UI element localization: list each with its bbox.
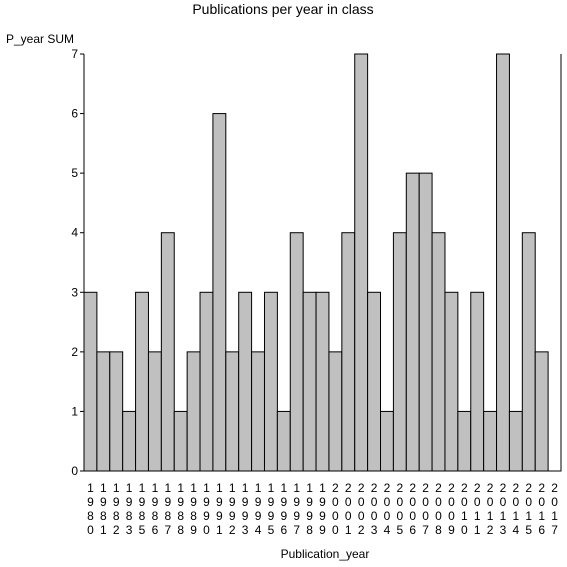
y-tick-label: 3 [71, 285, 78, 299]
bar-1981 [96, 351, 111, 472]
bar-2014 [508, 410, 523, 472]
y-tick-label: 1 [71, 404, 78, 418]
bar-1993 [238, 291, 253, 472]
bar-1990 [199, 291, 214, 472]
bar-1987 [160, 232, 175, 472]
y-axis: 0 1 2 3 4 5 6 7 [71, 47, 84, 478]
bar-1980 [83, 291, 98, 472]
y-tick-label: 5 [71, 166, 78, 180]
bar-2011 [470, 291, 485, 472]
bar-1999 [315, 291, 330, 472]
bar-2003 [367, 291, 382, 472]
bar-1998 [302, 291, 317, 472]
y-axis-title: P_year SUM [6, 32, 74, 46]
bar-2007 [418, 172, 433, 472]
bar-1985 [135, 291, 149, 472]
bar-2004 [380, 410, 394, 472]
bar-2006 [405, 172, 420, 472]
bar-1982 [109, 351, 124, 472]
chart-title: Publications per year in class [192, 1, 373, 17]
bar-1989 [186, 351, 201, 472]
y-tick-label: 4 [71, 226, 78, 240]
bar-2015 [521, 232, 536, 472]
bar-1995 [263, 291, 278, 472]
bar-1997 [289, 232, 304, 472]
plot-frame [83, 54, 562, 472]
bar-1983 [122, 410, 137, 472]
bar-1994 [251, 351, 265, 472]
bar-2012 [483, 410, 498, 472]
y-tick-label: 0 [71, 464, 78, 478]
bar-2002 [354, 53, 369, 472]
bar-2005 [392, 232, 407, 472]
bar-2008 [431, 232, 446, 472]
x-axis-tick-labels: 1 9 8 0 1 9 8 1 1 9 8 2 1 9 8 3 1 9 8 5 1 9 8 6 1 9 8 7 1 9 8 8 1 9 8 9 1 9 9 0… [87, 481, 558, 537]
bar-2013 [496, 53, 510, 472]
bar-2010 [457, 410, 472, 472]
y-tick-label: 2 [71, 345, 78, 359]
bar-1986 [147, 351, 162, 472]
bar-1991 [212, 113, 227, 472]
bar-1996 [276, 410, 291, 472]
bar-2009 [444, 291, 459, 472]
bar-2000 [328, 351, 343, 472]
bar-1988 [173, 410, 188, 472]
bar-2001 [341, 232, 356, 472]
bars-group [83, 53, 549, 472]
x-axis-title: Publication_year [281, 547, 370, 561]
y-tick-label: 7 [71, 47, 78, 61]
bar-2016 [534, 351, 549, 472]
bar-1992 [225, 351, 240, 472]
y-tick-label: 6 [71, 107, 78, 121]
